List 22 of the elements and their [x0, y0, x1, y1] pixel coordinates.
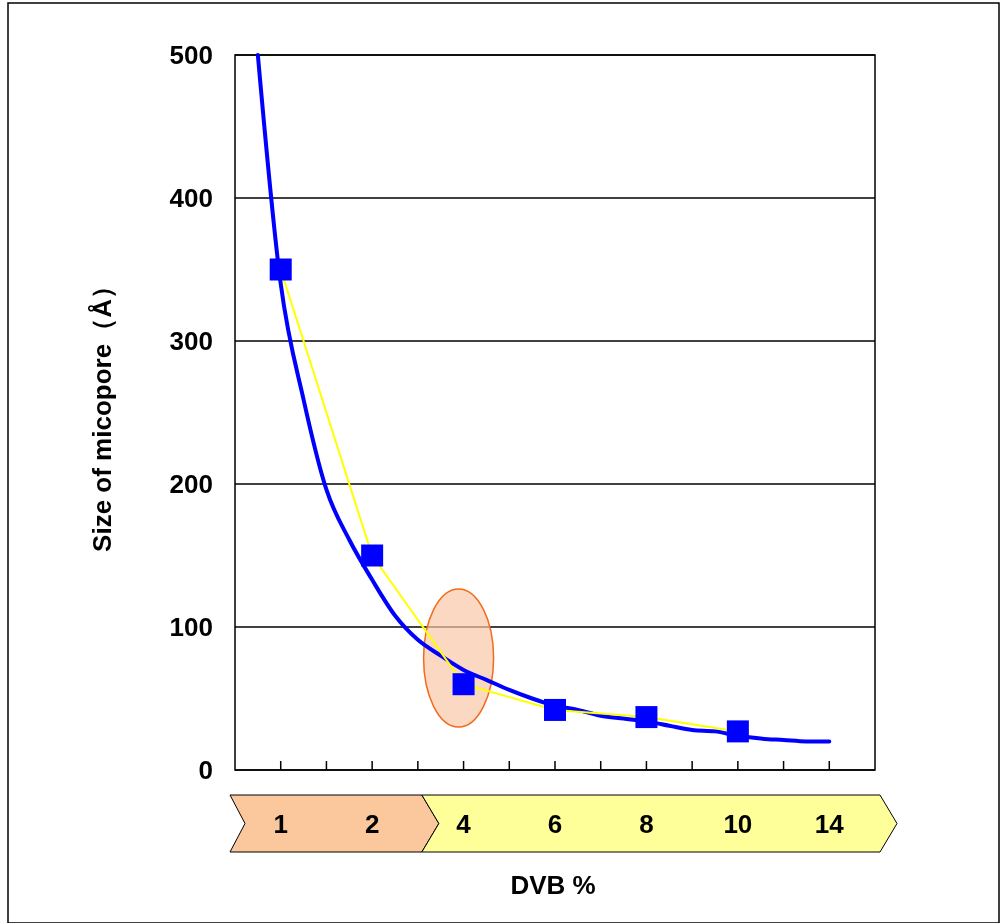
x-tick-label: 1 — [273, 808, 288, 839]
y-tick-label: 100 — [169, 612, 213, 643]
y-axis-title: Size of micopore（Å） — [87, 273, 118, 552]
y-tick-label: 400 — [169, 183, 213, 214]
point — [269, 258, 292, 281]
x-tick-label: 6 — [547, 808, 563, 839]
point — [726, 720, 749, 743]
y-tick-label: 300 — [169, 326, 213, 357]
point — [452, 673, 475, 696]
x-tick-label: 14 — [814, 808, 845, 839]
x-tick-label: 8 — [639, 808, 654, 839]
y-tick-label: 500 — [169, 40, 213, 71]
y-tick-label: 0 — [198, 755, 213, 786]
x-tick-label: 10 — [723, 808, 753, 839]
x-axis-title: DVB % — [510, 870, 596, 901]
point — [635, 706, 658, 729]
y-tick-label: 200 — [169, 469, 213, 500]
point — [544, 698, 566, 721]
x-tick-label: 4 — [456, 808, 472, 839]
point — [361, 544, 384, 567]
x-tick-label: 2 — [364, 808, 380, 839]
line-series — [255, 53, 832, 744]
